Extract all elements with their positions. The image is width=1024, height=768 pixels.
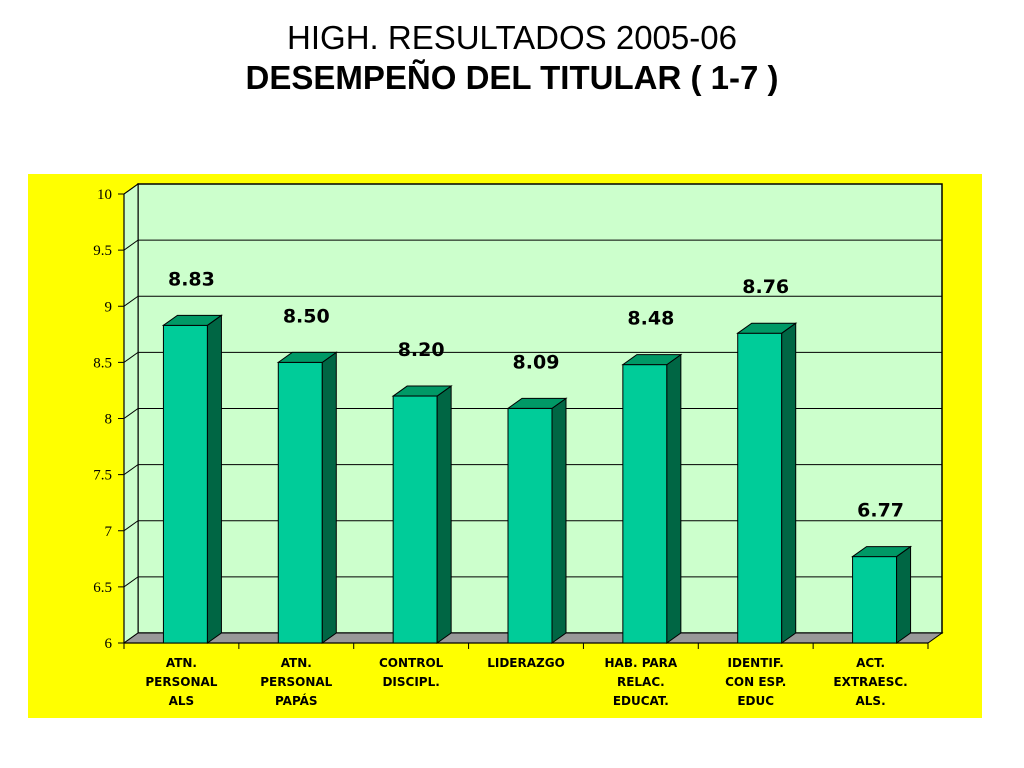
title-line-2: DESEMPEÑO DEL TITULAR ( 1-7 ) <box>245 59 779 96</box>
gridline-side <box>123 520 139 532</box>
y-tick-label: 6.5 <box>93 580 112 596</box>
data-label: 8.76 <box>742 276 789 298</box>
x-category-label-line: EXTRAESC. <box>833 675 907 689</box>
x-category-label-line: ACT. <box>856 656 885 670</box>
x-category-label-line: CON ESP. <box>725 675 786 689</box>
bar-side <box>896 545 912 644</box>
title-line-1: HIGH. RESULTADOS 2005-06 <box>287 19 737 56</box>
bar-side <box>321 351 337 644</box>
gridline-side <box>123 295 139 307</box>
bar <box>507 407 553 644</box>
bar-chart: 6 6.5 7 7.5 8 8.5 9 9.5 10 8.83 ATN. PERSONAL ALS 8.5… <box>93 183 944 708</box>
bar-side <box>781 322 797 644</box>
x-category-label: ATN. PERSONAL ALS <box>145 656 217 708</box>
bar-side <box>436 385 452 644</box>
x-category-label-line: RELAC. <box>617 675 665 689</box>
data-label: 8.48 <box>627 308 674 330</box>
bar-top <box>276 351 338 363</box>
y-tick-label: 9.5 <box>93 243 112 259</box>
bar-side <box>206 314 222 644</box>
x-category-label-line: EDUCAT. <box>613 694 669 708</box>
bar-top <box>851 546 913 558</box>
x-category-label-line: ALS <box>169 694 195 708</box>
x-category-label: ATN. PERSONAL PAPÁS <box>260 656 332 708</box>
x-category-label-line: LIDERAZGO <box>487 656 565 670</box>
gridline-side <box>123 576 139 588</box>
y-tick-label: 10 <box>97 187 112 203</box>
x-category-label-line: ATN. <box>166 656 197 670</box>
y-tick-label: 8.5 <box>93 355 112 371</box>
bar <box>162 324 208 644</box>
x-category-label: ACT. EXTRAESC. ALS. <box>833 656 907 708</box>
bar-side <box>551 397 567 644</box>
bar <box>622 364 668 644</box>
bar-side <box>666 353 682 644</box>
gridline-side <box>123 464 139 476</box>
x-category-label-line: ALS. <box>856 694 886 708</box>
x-category-label: CONTROL DISCIPL. <box>379 656 444 689</box>
bar <box>737 332 783 644</box>
bar-top <box>391 385 453 397</box>
bar-top <box>621 354 683 366</box>
x-category-label: IDENTIF. CON ESP. EDUC <box>725 656 786 708</box>
x-category-label-line: PERSONAL <box>145 675 217 689</box>
bar-top <box>506 397 568 409</box>
x-category-label-line: DISCIPL. <box>382 675 439 689</box>
chart-panel: 6 6.5 7 7.5 8 8.5 9 9.5 10 8.83 ATN. PERSONAL ALS 8.5… <box>28 174 982 718</box>
x-category-label-line: PERSONAL <box>260 675 332 689</box>
data-label: 8.83 <box>168 268 215 290</box>
gridline-side <box>123 239 139 251</box>
x-category-label-line: ATN. <box>281 656 312 670</box>
x-category-label: LIDERAZGO <box>487 656 565 670</box>
x-category-label-line: PAPÁS <box>275 693 318 708</box>
y-tick-label: 7.5 <box>93 468 112 484</box>
gridline-side <box>123 351 139 363</box>
data-label: 8.20 <box>398 339 445 361</box>
bar <box>852 556 898 644</box>
chart-title: HIGH. RESULTADOS 2005-06 DESEMPEÑO DEL T… <box>0 18 1024 98</box>
data-label: 8.50 <box>283 305 330 327</box>
y-tick-label: 7 <box>105 524 113 540</box>
y-tick-label: 8 <box>105 412 113 428</box>
x-category-label-line: CONTROL <box>379 656 444 670</box>
y-tick-label: 6 <box>105 636 113 652</box>
data-label: 6.77 <box>857 500 904 522</box>
y-tick-label: 9 <box>105 299 113 315</box>
x-category-label: HAB. PARA RELAC. EDUCAT. <box>604 656 677 708</box>
bar-top <box>161 314 223 326</box>
x-category-label-line: HAB. PARA <box>604 656 677 670</box>
x-category-label-line: IDENTIF. <box>728 656 784 670</box>
bar <box>392 395 438 644</box>
bar <box>277 361 323 644</box>
data-label: 8.09 <box>513 351 560 373</box>
bar-top <box>736 322 798 334</box>
x-category-label-line: EDUC <box>737 694 774 708</box>
gridline-side <box>123 408 139 419</box>
gridline-side <box>123 183 139 195</box>
